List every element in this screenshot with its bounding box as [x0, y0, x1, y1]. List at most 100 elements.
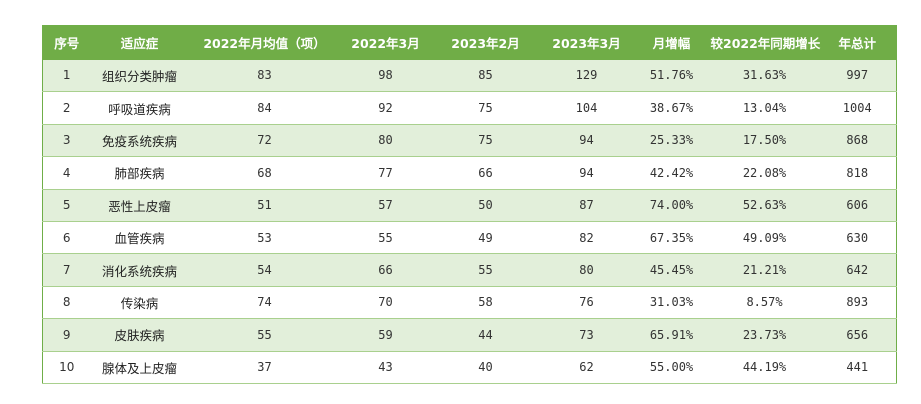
- cell-indication: 消化系统疾病: [90, 253, 189, 287]
- table-row[interactable]: 6 血管疾病 53 55 49 82 67.35% 49.09% 630: [42, 221, 897, 255]
- cell-indication: 肺部疾病: [90, 156, 189, 190]
- cell-2022-monthly-avg: 84: [188, 91, 341, 125]
- cell-2023-march: 80: [540, 253, 633, 287]
- cell-annual-total: 893: [818, 286, 897, 320]
- cell-2023-february: 85: [430, 59, 541, 93]
- header-monthly-growth[interactable]: 月增幅: [652, 36, 691, 52]
- header-index[interactable]: 序号: [54, 36, 80, 52]
- indication-table: 序号 适应症 2022年月均值（项） 2022年3月 2023年2月 2023年…: [42, 25, 897, 384]
- cell-index: 5: [42, 189, 91, 222]
- cell-monthly-growth: 42.42%: [632, 156, 711, 190]
- table-row[interactable]: 4 肺部疾病 68 77 66 94 42.42% 22.08% 818: [42, 156, 897, 190]
- cell-index: 10: [42, 351, 91, 384]
- cell-2023-march: 76: [540, 286, 633, 320]
- header-yoy-growth[interactable]: 较2022年同期增长: [710, 36, 821, 52]
- cell-indication: 组织分类肿瘤: [90, 59, 189, 93]
- header-2023-march[interactable]: 2023年3月: [552, 36, 621, 52]
- cell-indication: 皮肤疾病: [90, 318, 189, 352]
- cell-2022-march: 66: [340, 253, 431, 287]
- cell-2023-march: 73: [540, 318, 633, 352]
- cell-annual-total: 441: [818, 351, 897, 384]
- cell-yoy-growth: 52.63%: [710, 189, 819, 222]
- cell-2023-february: 40: [430, 351, 541, 384]
- cell-index: 2: [42, 91, 91, 125]
- table-row[interactable]: 2 呼吸道疾病 84 92 75 104 38.67% 13.04% 1004: [42, 91, 897, 125]
- table-row[interactable]: 8 传染病 74 70 58 76 31.03% 8.57% 893: [42, 286, 897, 320]
- cell-2023-march: 94: [540, 124, 633, 158]
- table-row[interactable]: 1 组织分类肿瘤 83 98 85 129 51.76% 31.63% 997: [42, 59, 897, 93]
- cell-yoy-growth: 21.21%: [710, 253, 819, 287]
- cell-annual-total: 1004: [818, 91, 897, 125]
- cell-indication: 恶性上皮瘤: [90, 189, 189, 222]
- cell-2022-monthly-avg: 68: [188, 156, 341, 190]
- cell-2022-monthly-avg: 37: [188, 351, 341, 384]
- cell-2022-monthly-avg: 83: [188, 59, 341, 93]
- cell-2022-march: 92: [340, 91, 431, 125]
- cell-monthly-growth: 25.33%: [632, 124, 711, 158]
- cell-annual-total: 818: [818, 156, 897, 190]
- cell-2022-monthly-avg: 55: [188, 318, 341, 352]
- cell-2023-february: 55: [430, 253, 541, 287]
- cell-annual-total: 868: [818, 124, 897, 158]
- cell-2023-march: 129: [540, 59, 633, 93]
- cell-monthly-growth: 65.91%: [632, 318, 711, 352]
- cell-2022-march: 57: [340, 189, 431, 222]
- table-row[interactable]: 5 恶性上皮瘤 51 57 50 87 74.00% 52.63% 606: [42, 189, 897, 222]
- cell-annual-total: 642: [818, 253, 897, 287]
- cell-2022-march: 80: [340, 124, 431, 158]
- cell-monthly-growth: 67.35%: [632, 221, 711, 255]
- cell-index: 4: [42, 156, 91, 190]
- header-2022-march[interactable]: 2022年3月: [351, 36, 420, 52]
- table-row[interactable]: 7 消化系统疾病 54 66 55 80 45.45% 21.21% 642: [42, 253, 897, 287]
- table-body: 1 组织分类肿瘤 83 98 85 129 51.76% 31.63% 997 2 呼吸道疾病 84 9…: [42, 59, 897, 384]
- cell-2023-february: 66: [430, 156, 541, 190]
- table-row[interactable]: 10 腺体及上皮瘤 37 43 40 62 55.00% 44.19% 441: [42, 351, 897, 384]
- cell-index: 7: [42, 253, 91, 287]
- cell-monthly-growth: 51.76%: [632, 59, 711, 93]
- cell-index: 6: [42, 221, 91, 255]
- cell-yoy-growth: 17.50%: [710, 124, 819, 158]
- cell-indication: 血管疾病: [90, 221, 189, 255]
- header-2022-monthly-avg[interactable]: 2022年月均值（项）: [203, 36, 326, 52]
- cell-yoy-growth: 31.63%: [710, 59, 819, 93]
- cell-2023-february: 50: [430, 189, 541, 222]
- cell-yoy-growth: 8.57%: [710, 286, 819, 320]
- cell-monthly-growth: 55.00%: [632, 351, 711, 384]
- cell-annual-total: 630: [818, 221, 897, 255]
- header-indication[interactable]: 适应症: [120, 36, 159, 52]
- table-row[interactable]: 9 皮肤疾病 55 59 44 73 65.91% 23.73% 656: [42, 318, 897, 352]
- cell-yoy-growth: 13.04%: [710, 91, 819, 125]
- header-annual-total[interactable]: 年总计: [838, 36, 876, 52]
- cell-index: 1: [42, 59, 91, 93]
- cell-2022-march: 70: [340, 286, 431, 320]
- indication-table-container: 序号 适应症 2022年月均值（项） 2022年3月 2023年2月 2023年…: [42, 25, 897, 384]
- cell-indication: 免疫系统疾病: [90, 124, 189, 158]
- cell-2023-february: 44: [430, 318, 541, 352]
- cell-2022-march: 59: [340, 318, 431, 352]
- cell-indication: 传染病: [90, 286, 189, 320]
- cell-annual-total: 606: [818, 189, 897, 222]
- cell-monthly-growth: 45.45%: [632, 253, 711, 287]
- cell-2022-march: 43: [340, 351, 431, 384]
- cell-2023-march: 87: [540, 189, 633, 222]
- header-2023-february[interactable]: 2023年2月: [451, 36, 520, 52]
- cell-index: 9: [42, 318, 91, 352]
- cell-yoy-growth: 44.19%: [710, 351, 819, 384]
- cell-indication: 呼吸道疾病: [90, 91, 189, 125]
- cell-2023-february: 49: [430, 221, 541, 255]
- cell-annual-total: 656: [818, 318, 897, 352]
- cell-2023-march: 104: [540, 91, 633, 125]
- cell-annual-total: 997: [818, 59, 897, 93]
- cell-2022-monthly-avg: 74: [188, 286, 341, 320]
- cell-2022-monthly-avg: 53: [188, 221, 341, 255]
- cell-2023-february: 75: [430, 124, 541, 158]
- cell-2022-monthly-avg: 54: [188, 253, 341, 287]
- table-row[interactable]: 3 免疫系统疾病 72 80 75 94 25.33% 17.50% 868: [42, 124, 897, 158]
- cell-2023-march: 62: [540, 351, 633, 384]
- table-header-row: 序号 适应症 2022年月均值（项） 2022年3月 2023年2月 2023年…: [42, 25, 897, 60]
- cell-2023-february: 58: [430, 286, 541, 320]
- cell-2022-monthly-avg: 72: [188, 124, 341, 158]
- cell-indication: 腺体及上皮瘤: [90, 351, 189, 384]
- cell-yoy-growth: 49.09%: [710, 221, 819, 255]
- cell-yoy-growth: 23.73%: [710, 318, 819, 352]
